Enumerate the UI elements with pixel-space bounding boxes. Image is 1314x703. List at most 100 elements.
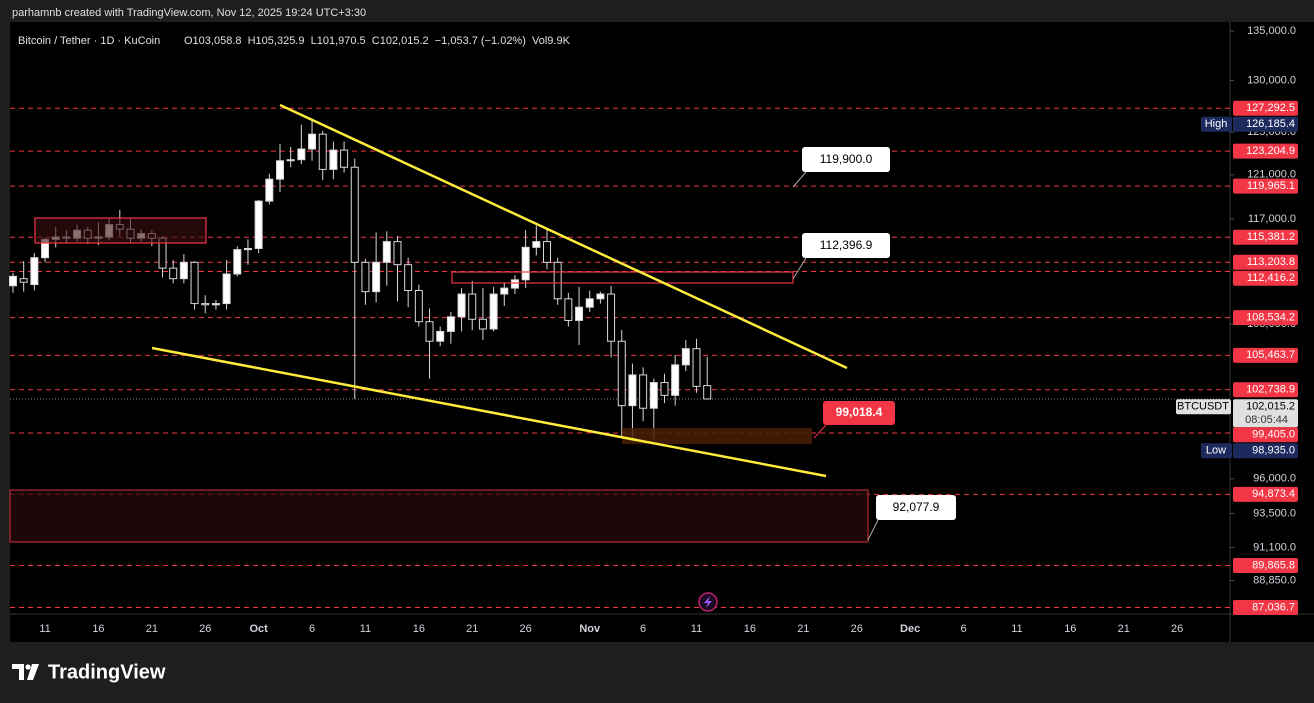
x-tick-label: 6	[640, 623, 646, 635]
chart-area	[10, 22, 1314, 642]
candle-body	[286, 159, 295, 162]
extreme-value-box	[1233, 443, 1298, 459]
y-tick-label: 93,500.0	[1253, 507, 1296, 519]
candle-body	[179, 261, 188, 280]
candle-body	[308, 133, 317, 150]
level-label: 113,203.8	[1247, 256, 1295, 268]
x-tick-label: 11	[691, 623, 702, 635]
candle-body	[575, 306, 584, 321]
candle-body	[201, 303, 210, 306]
level-label-box	[1233, 178, 1298, 194]
level-label-box	[1233, 143, 1298, 159]
extreme-tag: Low	[1206, 445, 1226, 457]
level-label-box	[1233, 310, 1298, 326]
x-tick-label: 26	[851, 623, 863, 635]
logo-shape	[12, 664, 24, 680]
logo-shape	[25, 664, 31, 670]
level-label-box	[1233, 558, 1298, 574]
level-label-box	[1233, 347, 1298, 363]
candle-body	[649, 382, 658, 409]
candle-body	[265, 178, 274, 202]
callout-pointer	[792, 257, 807, 280]
candle-body	[681, 348, 690, 366]
level-label-box	[1233, 229, 1298, 245]
event-icon-bolt	[704, 596, 712, 608]
y-tick-label: 121,000.0	[1247, 169, 1296, 181]
level-label: 102,738.9	[1246, 384, 1295, 396]
candle-body	[340, 149, 349, 168]
candle-body	[361, 261, 370, 293]
callout-label: 99,018.4	[836, 405, 883, 419]
candle-body	[521, 246, 530, 281]
x-tick-label: Oct	[249, 623, 268, 635]
symbol-tag-box	[1176, 399, 1231, 415]
candle-body	[585, 298, 594, 308]
x-tick-label: 21	[1118, 623, 1130, 635]
candle-body	[393, 241, 402, 266]
x-tick-label: 11	[39, 623, 50, 635]
extreme-tag-box	[1201, 443, 1232, 459]
candle-body	[425, 321, 434, 342]
candle-body	[617, 340, 626, 407]
x-tick-label: 6	[309, 623, 315, 635]
x-tick-label: 26	[520, 623, 532, 635]
x-tick-label: 21	[466, 623, 478, 635]
callout-pointer	[813, 424, 827, 439]
x-tick-label: Dec	[900, 623, 920, 635]
x-tick-label: 16	[413, 623, 425, 635]
level-label-box	[1233, 486, 1298, 502]
candle-body	[639, 374, 648, 409]
level-label-box	[1233, 254, 1298, 270]
y-tick-label: 135,000.0	[1247, 25, 1296, 37]
brand-name: TradingView	[48, 661, 166, 683]
y-tick-label: 88,850.0	[1253, 574, 1296, 586]
callout	[823, 401, 895, 425]
level-label: 127,292.5	[1246, 102, 1295, 114]
candle-body	[233, 249, 242, 275]
candle-body	[607, 293, 616, 342]
callout-pointer	[792, 171, 807, 188]
candle-body	[350, 166, 359, 263]
candle-body	[543, 241, 551, 263]
x-tick-label: 16	[92, 623, 104, 635]
candle-body	[510, 279, 519, 289]
symbol-title: Bitcoin / Tether · 1D · KuCoin	[18, 35, 160, 47]
candle-body	[329, 149, 338, 170]
candle-body	[169, 267, 178, 280]
candle-body	[9, 275, 17, 287]
candle-body	[564, 298, 573, 321]
candle-body	[553, 261, 562, 300]
level-label: 94,873.4	[1252, 488, 1295, 500]
x-tick-label: 16	[744, 623, 756, 635]
candle-body	[457, 293, 466, 318]
candle-body	[671, 364, 680, 396]
level-label: 105,463.7	[1246, 349, 1295, 361]
level-label: 115,381.2	[1247, 231, 1295, 243]
brand-logo	[12, 664, 39, 680]
callout-label: 92,077.9	[893, 500, 940, 514]
x-tick-label: 26	[1171, 623, 1183, 635]
candle-body	[276, 160, 284, 180]
level-label: 123,204.9	[1246, 145, 1295, 157]
candle-body	[703, 385, 712, 400]
zone-box	[9, 489, 869, 543]
candle-body	[692, 348, 701, 387]
candle-body	[478, 318, 487, 330]
x-tick-label: 21	[797, 623, 809, 635]
trend-line	[151, 346, 827, 478]
x-tick-label: 11	[360, 623, 371, 635]
candle-body	[211, 303, 220, 306]
callout	[802, 147, 890, 172]
level-label-box	[1233, 600, 1298, 616]
candle-body	[500, 287, 509, 295]
extreme-value-box	[1233, 116, 1298, 132]
level-label: 119,965.1	[1247, 180, 1295, 192]
callout-pointer	[867, 519, 879, 541]
ohlc-legend: O103,058.8 H105,325.9 L101,970.5 C102,01…	[184, 35, 571, 47]
x-tick-label: 6	[960, 623, 966, 635]
extreme-tag: High	[1205, 118, 1228, 130]
callout-label: 112,396.9	[820, 238, 873, 252]
y-tick-label: 96,000.0	[1253, 473, 1296, 485]
candle-body	[468, 293, 477, 320]
